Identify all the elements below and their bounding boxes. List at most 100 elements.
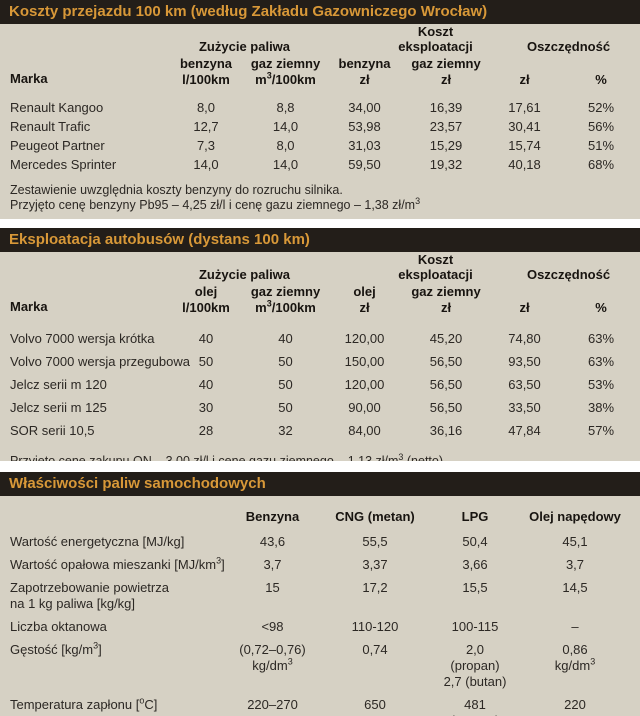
group-header-koszt: Koszt eksploatacji <box>398 252 473 282</box>
cell-value: 28 <box>198 423 214 438</box>
cell-value: 8,8 <box>276 100 295 115</box>
group-header-zuzycie: Zużycie paliwa <box>198 267 291 282</box>
cell-value: 56,50 <box>429 354 463 369</box>
cell-value: 15 <box>265 580 280 595</box>
cell-value: (0,72–0,76) kg/dm3 <box>239 642 306 673</box>
cell-value: <98 <box>261 619 284 634</box>
table-row: Jelcz serii m 125 30 50 90,00 56,50 33,5… <box>0 396 640 419</box>
cell-value: 14,5 <box>562 580 588 595</box>
cell-property: Zapotrzebowanie powietrza na 1 kg paliwa … <box>10 580 169 611</box>
cell-marka: Renault Trafic <box>10 119 91 134</box>
cell-value: 3,7 <box>263 557 282 572</box>
unit-header: zł <box>359 72 370 87</box>
sub-header-fuel: gaz ziemny <box>411 284 481 299</box>
cell-value: 31,03 <box>348 138 381 153</box>
cell-value: 56,50 <box>429 400 463 415</box>
cell-value: 45,1 <box>562 534 588 549</box>
cell-value: 50 <box>278 377 293 392</box>
cell-value: 17,2 <box>362 580 388 595</box>
table-row: Volvo 7000 wersja przegubowa 50 50 150,0… <box>0 350 640 373</box>
table-row: Renault Kangoo 8,0 8,8 34,00 16,39 17,61… <box>0 87 640 117</box>
unit-header: zł <box>519 72 530 87</box>
cell-value: 47,84 <box>508 423 541 438</box>
cell-value: 17,61 <box>508 100 541 115</box>
unit-header: zł <box>519 300 530 315</box>
cell-marka: Mercedes Sprinter <box>10 157 117 172</box>
cell-value: 220 <box>564 697 586 712</box>
section-title: Właściwości paliw samochodowych <box>9 475 266 492</box>
cell-value: 50 <box>198 354 214 369</box>
cell-property: Gęstość [kg/m3] <box>10 640 102 657</box>
cell-value: 120,00 <box>344 377 385 392</box>
section-eksploatacja-autobusow: Eksploatacja autobusów (dystans 100 km) … <box>0 228 640 461</box>
cell-marka: Jelcz serii m 120 <box>10 377 107 392</box>
cell-value: 59,50 <box>348 157 381 172</box>
cell-value: 30,41 <box>508 119 541 134</box>
cell-value: 34,00 <box>348 100 381 115</box>
table-row: Liczba oktanowa <98 110-120 100-115 – <box>0 612 640 635</box>
cell-value: 43,6 <box>259 534 286 549</box>
cell-value: 45,20 <box>429 331 463 346</box>
cell-value: 220–270 <box>247 697 298 712</box>
cell-value: 57% <box>588 423 615 438</box>
footnote-line: Przyjęto cenę zakupu ON – 3,00 zł/l i ce… <box>10 451 444 461</box>
cell-value: 110-120 <box>351 619 399 634</box>
cell-value: 15,5 <box>462 580 488 595</box>
cell-value: 55,5 <box>362 534 388 549</box>
section-title: Koszty przejazdu 100 km (według Zakładu … <box>9 3 488 20</box>
cell-value: 38% <box>588 400 615 415</box>
table-row: Peugeot Partner 7,3 8,0 31,03 15,29 15,7… <box>0 136 640 155</box>
cell-value: 14,0 <box>193 157 219 172</box>
table-row: Renault Trafic 12,7 14,0 53,98 23,57 30,… <box>0 117 640 136</box>
cell-value: 16,39 <box>429 100 463 115</box>
cell-value: 14,0 <box>272 157 299 172</box>
cell-value: 90,00 <box>348 400 381 415</box>
unit-header: zł <box>440 300 452 315</box>
cell-value: 51% <box>588 138 615 153</box>
cell-value: 63% <box>588 331 615 346</box>
sub-header-fuel: benzyna <box>338 56 391 71</box>
cell-value: 50,4 <box>462 534 488 549</box>
col-header-marka: Marka <box>10 71 48 86</box>
cell-value: 40,18 <box>508 157 541 172</box>
col-header-marka: Marka <box>10 299 48 314</box>
sub-header-fuel: benzyna <box>179 56 232 71</box>
footnotes: Zestawienie uwzględnia koszty benzyny do… <box>0 174 640 213</box>
unit-header: zł <box>359 300 370 315</box>
cell-value: 50 <box>278 354 293 369</box>
cell-value: 3,66 <box>462 557 488 572</box>
sub-header-fuel: olej <box>194 284 218 299</box>
cell-value: 50 <box>278 400 293 415</box>
cell-value: 53% <box>588 377 615 392</box>
col-header-cng: CNG (metan) <box>335 509 415 524</box>
cell-value: 63% <box>588 354 615 369</box>
cell-marka: Renault Kangoo <box>10 100 104 115</box>
section-title-bar: Koszty przejazdu 100 km (według Zakładu … <box>0 0 640 24</box>
group-header-koszt: Koszt eksploatacji <box>398 24 473 54</box>
sub-header-empty <box>487 283 562 299</box>
group-header-zuzycie: Zużycie paliwa <box>198 39 291 54</box>
cell-value: 0,86 kg/dm3 <box>554 642 596 673</box>
cell-value: 19,32 <box>429 157 463 172</box>
footnote-line: Zestawienie uwzględnia koszty benzyny do… <box>10 183 343 197</box>
unit-header: l/100km <box>182 72 230 87</box>
unit-header: m3/100km <box>255 298 316 315</box>
cell-property: Wartość energetyczna [MJ/kg] <box>10 534 185 549</box>
cell-value: 7,3 <box>196 138 216 153</box>
cell-marka: Peugeot Partner <box>10 138 105 153</box>
cell-value: 12,7 <box>193 119 219 134</box>
sub-header-fuel: olej <box>353 284 376 299</box>
cell-value: 56% <box>588 119 615 134</box>
section-koszty-przejazdu: Koszty przejazdu 100 km (według Zakładu … <box>0 0 640 219</box>
group-header-oszczednosc: Oszczędność <box>526 267 611 282</box>
cell-value: 53,98 <box>348 119 381 134</box>
cell-value: 23,57 <box>429 119 463 134</box>
table-row: SOR serii 10,5 28 32 84,00 36,16 47,84 5… <box>0 419 640 442</box>
col-header-benzyna: Benzyna <box>245 509 300 524</box>
cell-value: 30 <box>198 400 214 415</box>
table-row: Wartość energetyczna [MJ/kg] 43,6 55,5 5… <box>0 527 640 550</box>
table-row: Wartość opałowa mieszanki [MJ/km3] 3,7 3… <box>0 550 640 573</box>
cell-value: 63,50 <box>508 377 541 392</box>
cell-value: 33,50 <box>508 400 541 415</box>
sub-header-empty <box>487 55 562 71</box>
